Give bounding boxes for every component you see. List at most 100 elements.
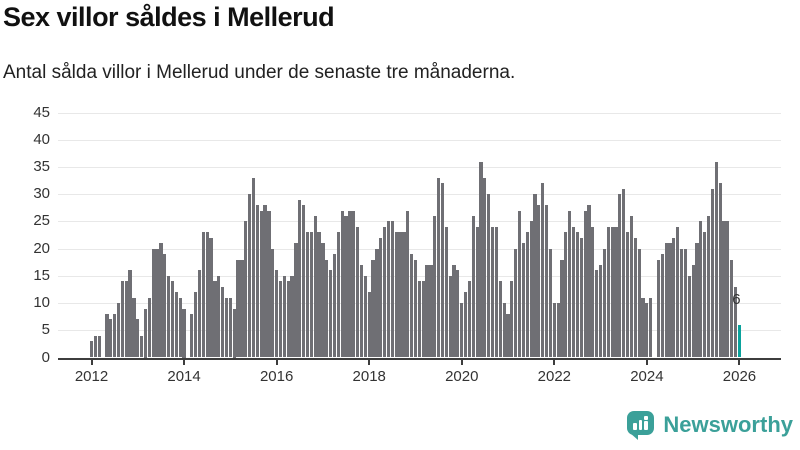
bar [336,232,340,358]
bar [178,297,182,358]
bar [398,232,402,358]
bar [483,177,487,358]
bar [406,210,410,358]
bar [556,303,560,358]
x-axis-year-label: 2012 [74,367,109,385]
y-gridline [58,166,781,168]
x-axis-year-label: 2024 [630,367,664,385]
bar [660,254,664,358]
bar [545,205,549,358]
bar [263,205,267,358]
y-axis-label: 40 [33,130,50,148]
bar [649,297,653,358]
bar [552,303,556,358]
bar [359,264,364,358]
bar [494,226,499,358]
y-axis-label: 15 [33,266,50,284]
bar [622,188,626,358]
bar [275,270,279,358]
bar [525,232,529,358]
bar-chart-speech-bubble-icon [627,411,655,440]
y-axis-label: 45 [33,103,50,121]
bar [317,232,321,358]
bar [599,264,603,358]
bar [240,259,244,358]
x-axis-year-label: 2014 [167,367,201,385]
y-axis-label: 10 [33,294,50,312]
bar [232,308,236,358]
highlighted-bar [737,324,742,358]
bar [167,275,171,358]
bar [325,259,329,358]
bar [464,292,468,358]
bar [255,205,259,358]
bar [533,194,537,358]
bar [618,194,622,358]
bar [421,281,425,358]
x-axis-tick [460,359,463,365]
bar [452,264,456,358]
bar [194,292,198,358]
bar [143,308,148,358]
bar [163,254,167,358]
bar [718,183,722,358]
bar [683,248,688,358]
bar [595,270,599,358]
y-gridline [58,139,781,141]
bar [236,259,240,358]
bar [575,232,580,358]
bar [140,335,144,358]
page-title: Sex villor såldes i Mellerud [3,2,335,32]
bar [267,210,271,358]
logo-text: Newsworthy [663,411,793,437]
bar [548,248,553,358]
bar [305,232,310,358]
bar [329,270,333,358]
bar [383,226,387,358]
bar [429,264,433,358]
bar [120,281,124,358]
bar [730,259,734,358]
bar [394,232,398,358]
bar [201,232,205,358]
bar [633,237,637,358]
bar [97,335,101,358]
bar [680,248,684,358]
y-gridline [58,275,781,277]
bar [572,226,576,358]
bar [626,232,630,358]
bar [714,161,718,358]
bar [182,308,186,358]
bar [591,226,595,358]
bar [417,281,421,358]
bar [510,281,514,358]
bar [251,177,256,358]
bar [116,303,121,358]
bar [656,259,661,358]
bar [344,215,348,358]
bar [151,248,155,358]
x-axis-year-label: 2026 [722,367,757,385]
bar [703,232,707,358]
bar [197,270,202,358]
bar [672,237,676,358]
bar [248,194,252,358]
bar [356,226,360,358]
bar [375,248,379,358]
bar [514,248,518,358]
bar [224,297,229,358]
bar [159,243,163,358]
bar [132,297,136,358]
bar [109,319,113,358]
bar [93,335,97,358]
bar [228,297,232,358]
logo-bar-exclaim-dot [644,416,648,420]
x-axis-year-label: 2018 [352,367,386,385]
logo-bar-small [633,423,637,430]
x-axis-line [58,357,781,360]
bar [282,275,286,358]
bar [209,237,213,358]
bar [155,248,159,358]
bar [521,243,526,358]
